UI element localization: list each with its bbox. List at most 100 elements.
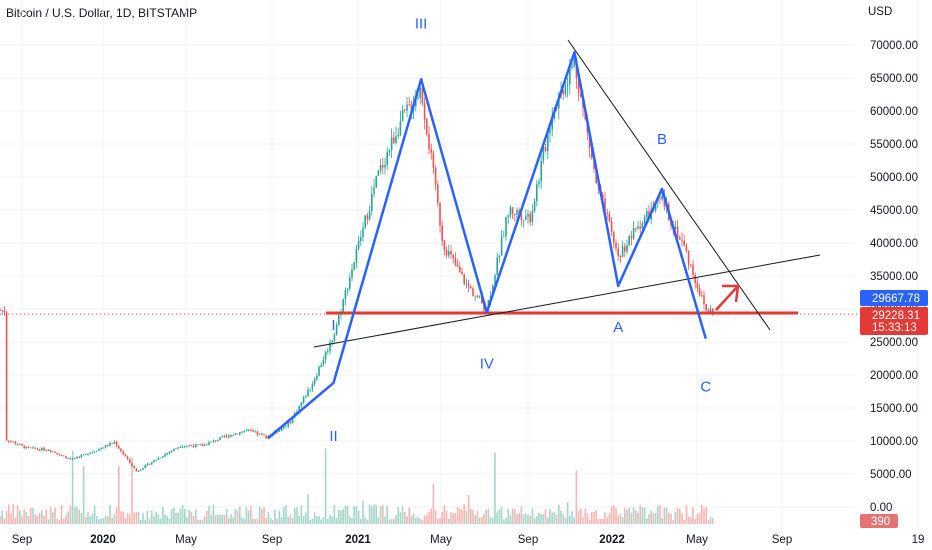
volume-bar: [595, 509, 597, 524]
candle-body: [509, 207, 512, 216]
volume-bar: [551, 512, 553, 524]
candle-body: [43, 447, 45, 451]
volume-bar: [692, 506, 694, 524]
candle-body: [421, 87, 424, 104]
volume-bar: [553, 511, 556, 524]
volume-bar: [36, 515, 39, 524]
candle-body: [588, 132, 591, 149]
volume-bar: [364, 517, 366, 524]
candle-body: [450, 251, 452, 255]
candle-body: [615, 242, 617, 249]
volume-bar: [122, 511, 124, 524]
volume-bar: [529, 515, 531, 524]
volume-bar: [353, 506, 355, 524]
volume-bar: [520, 506, 523, 524]
up-arrow[interactable]: [715, 284, 740, 311]
candle-body: [91, 452, 94, 453]
volume-bar: [283, 507, 285, 524]
wave-labels: IIIIIIIVVABC: [329, 16, 711, 446]
volume-bar: [344, 505, 347, 524]
candle-body: [107, 445, 109, 446]
volume-bar: [195, 509, 197, 524]
candle-body: [525, 216, 527, 220]
volume-bar: [181, 505, 184, 524]
volume-bar: [232, 517, 234, 524]
candle-body: [76, 457, 78, 459]
x-tick-label: Sep: [262, 534, 282, 546]
volume-bar: [300, 505, 303, 524]
volume-bar: [342, 508, 344, 524]
volume-bar: [104, 515, 107, 524]
candle-body: [225, 435, 228, 437]
wave-label: B: [657, 131, 667, 148]
candle-body: [529, 213, 531, 223]
volume-bar: [148, 518, 151, 524]
candle-body: [327, 351, 329, 352]
volume-bar: [219, 514, 221, 524]
elliott-wave-path[interactable]: [266, 51, 707, 440]
volume-bar: [274, 509, 276, 524]
volume-badge-label: 390: [871, 516, 890, 528]
volume-bar: [393, 518, 395, 524]
y-tick-label: 25000.00: [870, 337, 918, 349]
volume-bar: [0, 516, 1, 524]
volume-bar: [45, 509, 47, 524]
volume-bar: [388, 519, 391, 524]
y-tick-label: 5000.00: [870, 469, 912, 481]
volume-bar: [82, 466, 85, 524]
volume-bar: [597, 518, 600, 524]
volume-bar: [43, 515, 45, 524]
rising-trendline[interactable]: [313, 254, 821, 348]
candle-body: [338, 314, 340, 325]
volume-bar: [210, 514, 212, 524]
volume-bar: [498, 509, 501, 524]
volume-bar: [485, 509, 487, 524]
candle-body: [305, 396, 307, 398]
volume-bar: [228, 518, 230, 524]
candle-body: [206, 444, 208, 446]
candle-body: [401, 110, 404, 122]
candlesticks: [0, 54, 714, 473]
candle-body: [131, 462, 133, 467]
volume-bar: [366, 519, 369, 524]
candle-body: [496, 257, 498, 276]
candle-body: [608, 213, 611, 222]
candle-body: [0, 310, 1, 312]
candle-body: [140, 469, 142, 471]
candle-body: [170, 450, 173, 452]
candle-body: [445, 249, 448, 256]
volume-bar: [113, 514, 116, 524]
x-tick-label: 2020: [90, 534, 116, 546]
volume-bar: [452, 513, 454, 524]
candle-body: [69, 458, 72, 460]
countdown-label: 15:33:13: [872, 322, 917, 334]
volume-bar: [324, 448, 327, 524]
candle-body: [333, 334, 336, 341]
volume-bar: [135, 511, 138, 524]
volume-bar: [687, 516, 690, 524]
x-tick-label: May: [175, 534, 197, 546]
volume-bar: [624, 507, 626, 524]
candle-body: [562, 90, 564, 95]
volume-bar: [518, 512, 520, 524]
candle-body: [324, 351, 327, 360]
descending-trendline[interactable]: [567, 39, 771, 331]
volume-bar: [641, 507, 644, 524]
volume-bar: [223, 515, 226, 524]
volume-bar: [588, 519, 591, 524]
candle-body: [705, 304, 707, 311]
volume-bar: [14, 517, 17, 524]
candle-body: [80, 455, 83, 458]
candle-body: [518, 210, 520, 215]
volume-bar: [173, 507, 175, 524]
volume-bar: [558, 505, 560, 524]
volume-bar: [619, 514, 622, 524]
volume-bar: [632, 507, 635, 524]
candle-body: [404, 110, 406, 111]
volume-bar: [78, 509, 80, 524]
volume-bar: [492, 517, 494, 524]
volume-bar: [197, 519, 199, 524]
volume-bar: [3, 518, 6, 524]
volume-bar: [617, 515, 619, 524]
